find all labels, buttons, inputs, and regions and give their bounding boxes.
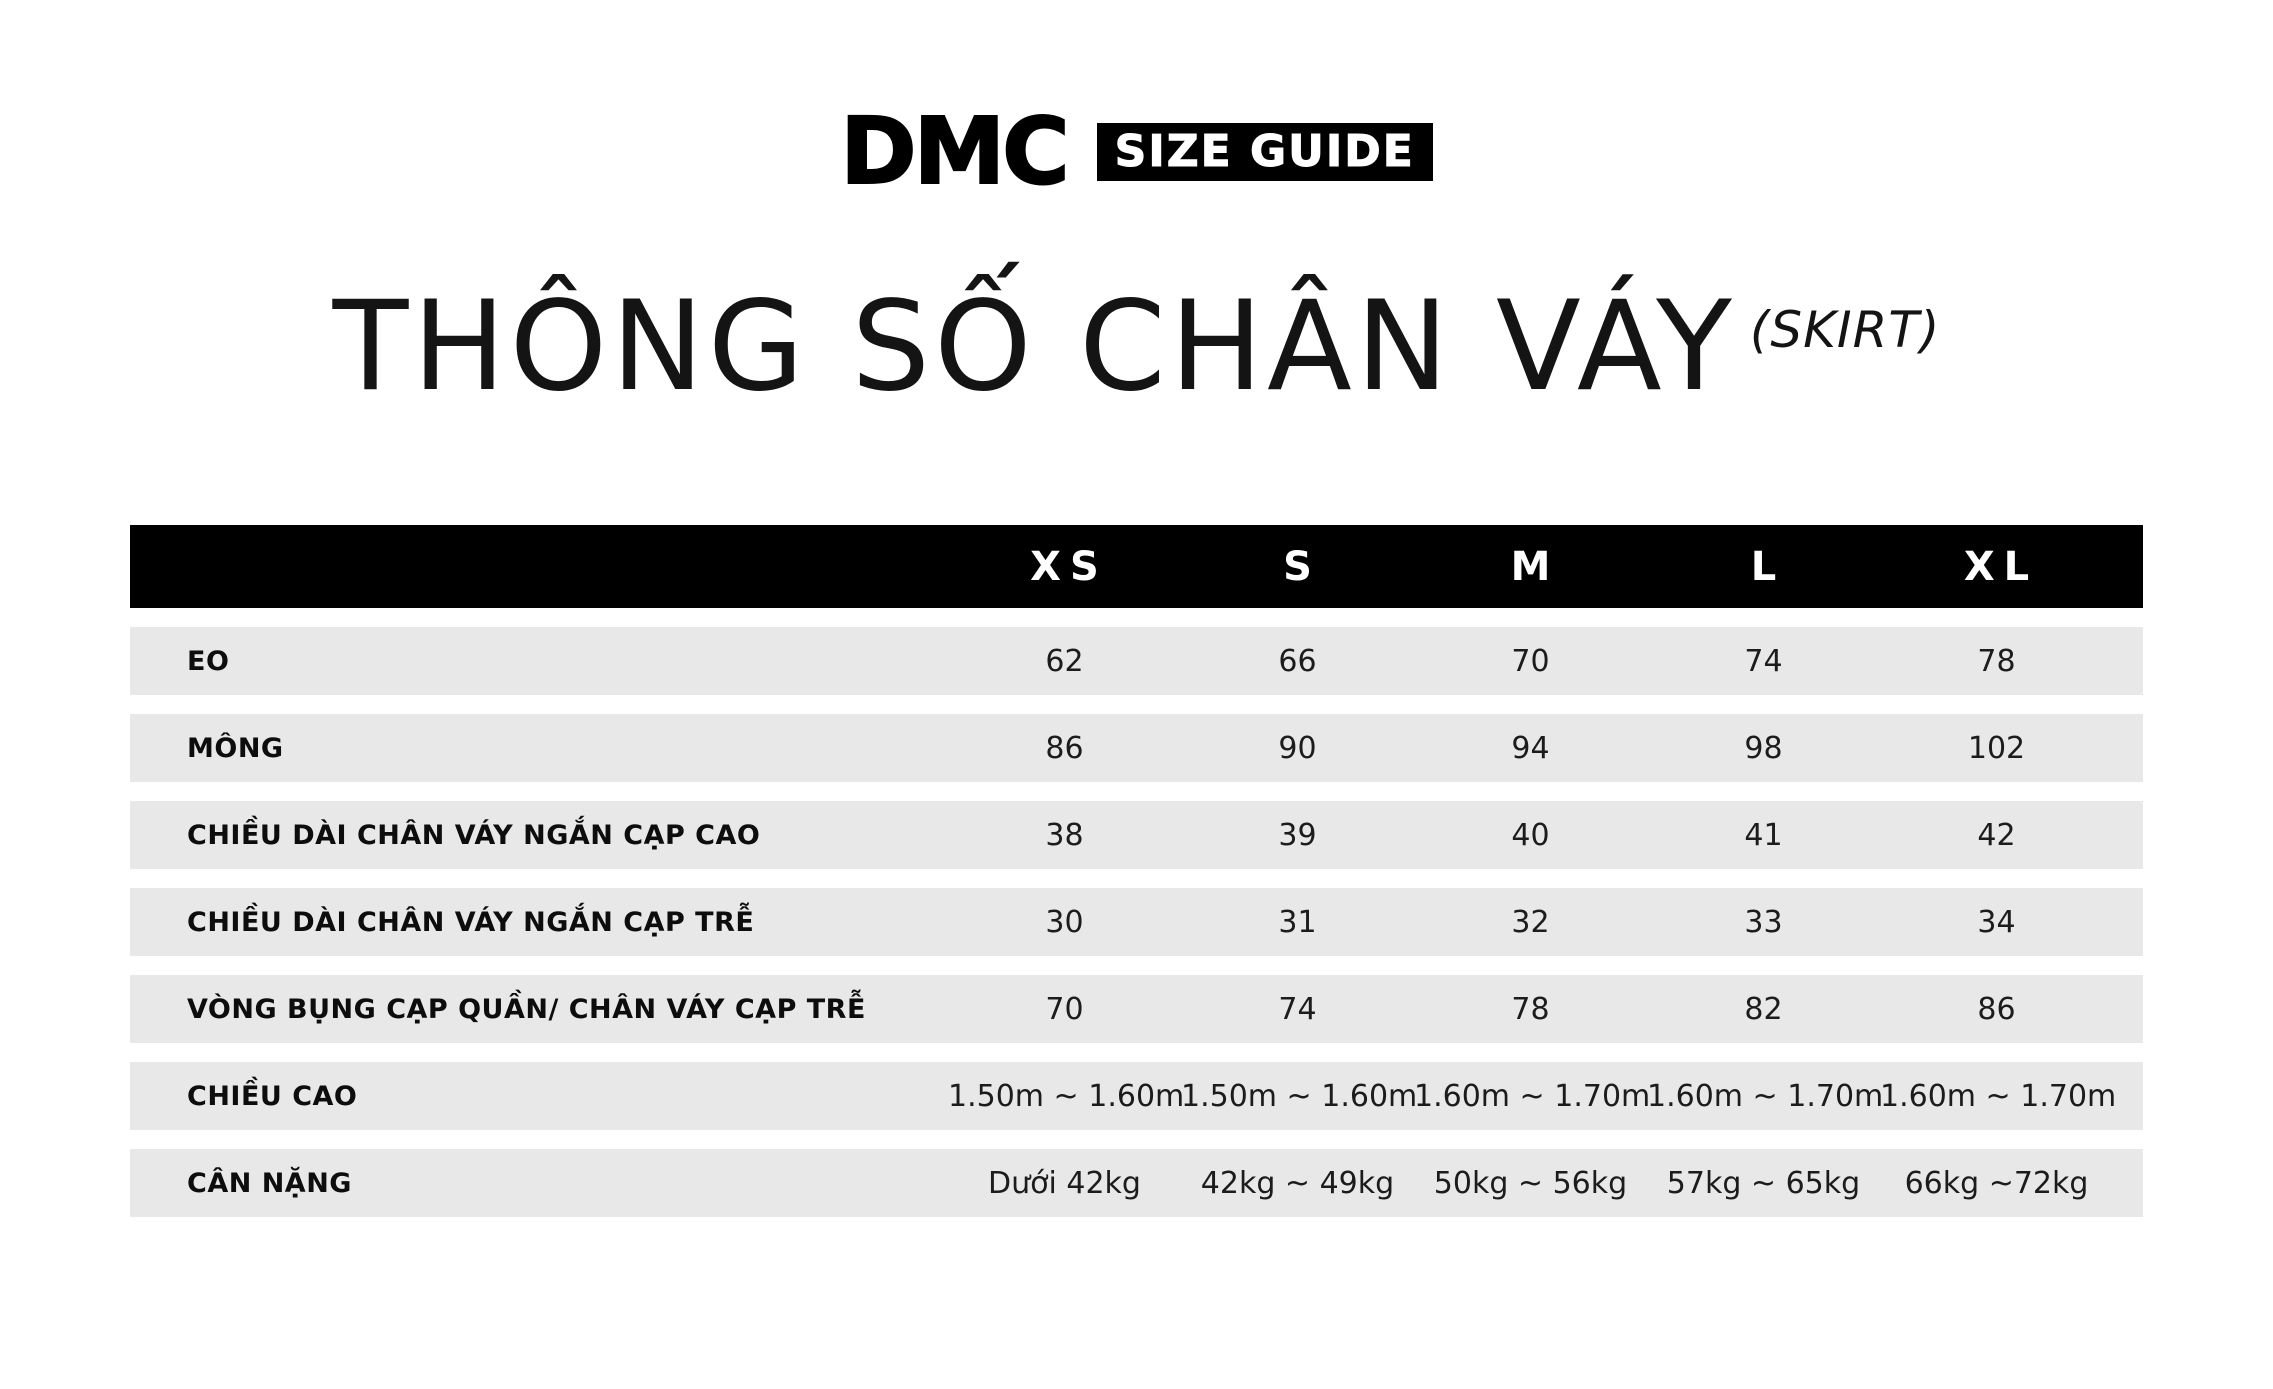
table-row-mong: MÔNG 86 90 94 98 102 [130, 714, 2143, 782]
brand-header: DMC SIZE GUIDE [0, 98, 2273, 205]
row-label: MÔNG [187, 732, 284, 764]
cell-value: 41 [1744, 817, 1783, 853]
row-label: EO [187, 645, 230, 677]
cell-value: 78 [1977, 643, 2016, 679]
cell-value: 86 [1045, 730, 1084, 766]
cell-value: 94 [1511, 730, 1550, 766]
cell-value: 1.50m ~ 1.60m [1181, 1078, 1418, 1114]
table-row-waistband: VÒNG BỤNG CẠP QUẦN/ CHÂN VÁY CẠP TRỄ 70 … [130, 975, 2143, 1043]
cell-value: 102 [1967, 730, 2026, 766]
cell-value: 1.60m ~ 1.70m [1647, 1078, 1884, 1114]
column-header-s: S [1283, 543, 1321, 590]
cell-value: 39 [1278, 817, 1317, 853]
cell-value: 42kg ~ 49kg [1200, 1165, 1395, 1201]
cell-value: 78 [1511, 991, 1550, 1027]
cell-value: 38 [1045, 817, 1084, 853]
page-title-superscript: (SKIRT) [1749, 301, 1941, 359]
cell-value: 86 [1977, 991, 2016, 1027]
cell-value: 40 [1511, 817, 1550, 853]
cell-value: 74 [1744, 643, 1783, 679]
cell-value: 32 [1511, 904, 1550, 940]
column-header-xl: XL [1963, 543, 2039, 590]
cell-value: 1.50m ~ 1.60m [948, 1078, 1185, 1114]
row-label: CHIỀU DÀI CHÂN VÁY NGẮN CẠP CAO [187, 819, 761, 851]
cell-value: 30 [1045, 904, 1084, 940]
cell-value: 50kg ~ 56kg [1433, 1165, 1628, 1201]
page-title-text: THÔNG SỐ CHÂN VÁY [332, 275, 1736, 419]
dmc-logo: DMC [839, 98, 1070, 205]
cell-value: 1.60m ~ 1.70m [1880, 1078, 2117, 1114]
cell-value: 66 [1278, 643, 1317, 679]
table-row-height: CHIỀU CAO 1.50m ~ 1.60m 1.50m ~ 1.60m 1.… [130, 1062, 2143, 1130]
cell-value: Dưới 42kg [988, 1165, 1141, 1201]
cell-value: 57kg ~ 65kg [1666, 1165, 1861, 1201]
cell-value: 31 [1278, 904, 1317, 940]
cell-value: 98 [1744, 730, 1783, 766]
column-header-l: L [1750, 543, 1786, 590]
column-header-xs: XS [1030, 543, 1108, 590]
cell-value: 70 [1045, 991, 1084, 1027]
row-label: CHIỀU DÀI CHÂN VÁY NGẮN CẠP TRỄ [187, 906, 755, 938]
cell-value: 1.60m ~ 1.70m [1414, 1078, 1651, 1114]
cell-value: 33 [1744, 904, 1783, 940]
row-label: CHIỀU CAO [187, 1080, 358, 1112]
cell-value: 62 [1045, 643, 1084, 679]
size-table: XS S M L XL EO 62 66 70 74 78 MÔNG 86 90… [130, 525, 2143, 1217]
cell-value: 90 [1278, 730, 1317, 766]
table-row-skirt-length-high-waist: CHIỀU DÀI CHÂN VÁY NGẮN CẠP CAO 38 39 40… [130, 801, 2143, 869]
row-label: VÒNG BỤNG CẠP QUẦN/ CHÂN VÁY CẠP TRỄ [187, 993, 866, 1025]
size-guide-badge: SIZE GUIDE [1096, 123, 1433, 181]
cell-value: 70 [1511, 643, 1550, 679]
cell-value: 74 [1278, 991, 1317, 1027]
table-row-skirt-length-low-waist: CHIỀU DÀI CHÂN VÁY NGẮN CẠP TRỄ 30 31 32… [130, 888, 2143, 956]
cell-value: 82 [1744, 991, 1783, 1027]
cell-value: 66kg ~72kg [1904, 1165, 2089, 1201]
cell-value: 42 [1977, 817, 2016, 853]
size-table-header-row: XS S M L XL [130, 525, 2143, 608]
page-title: THÔNG SỐ CHÂN VÁY (SKIRT) [0, 282, 2273, 437]
cell-value: 34 [1977, 904, 2016, 940]
table-row-weight: CÂN NẶNG Dưới 42kg 42kg ~ 49kg 50kg ~ 56… [130, 1149, 2143, 1217]
table-row-eo: EO 62 66 70 74 78 [130, 627, 2143, 695]
row-label: CÂN NẶNG [187, 1167, 352, 1199]
column-header-m: M [1510, 543, 1560, 590]
